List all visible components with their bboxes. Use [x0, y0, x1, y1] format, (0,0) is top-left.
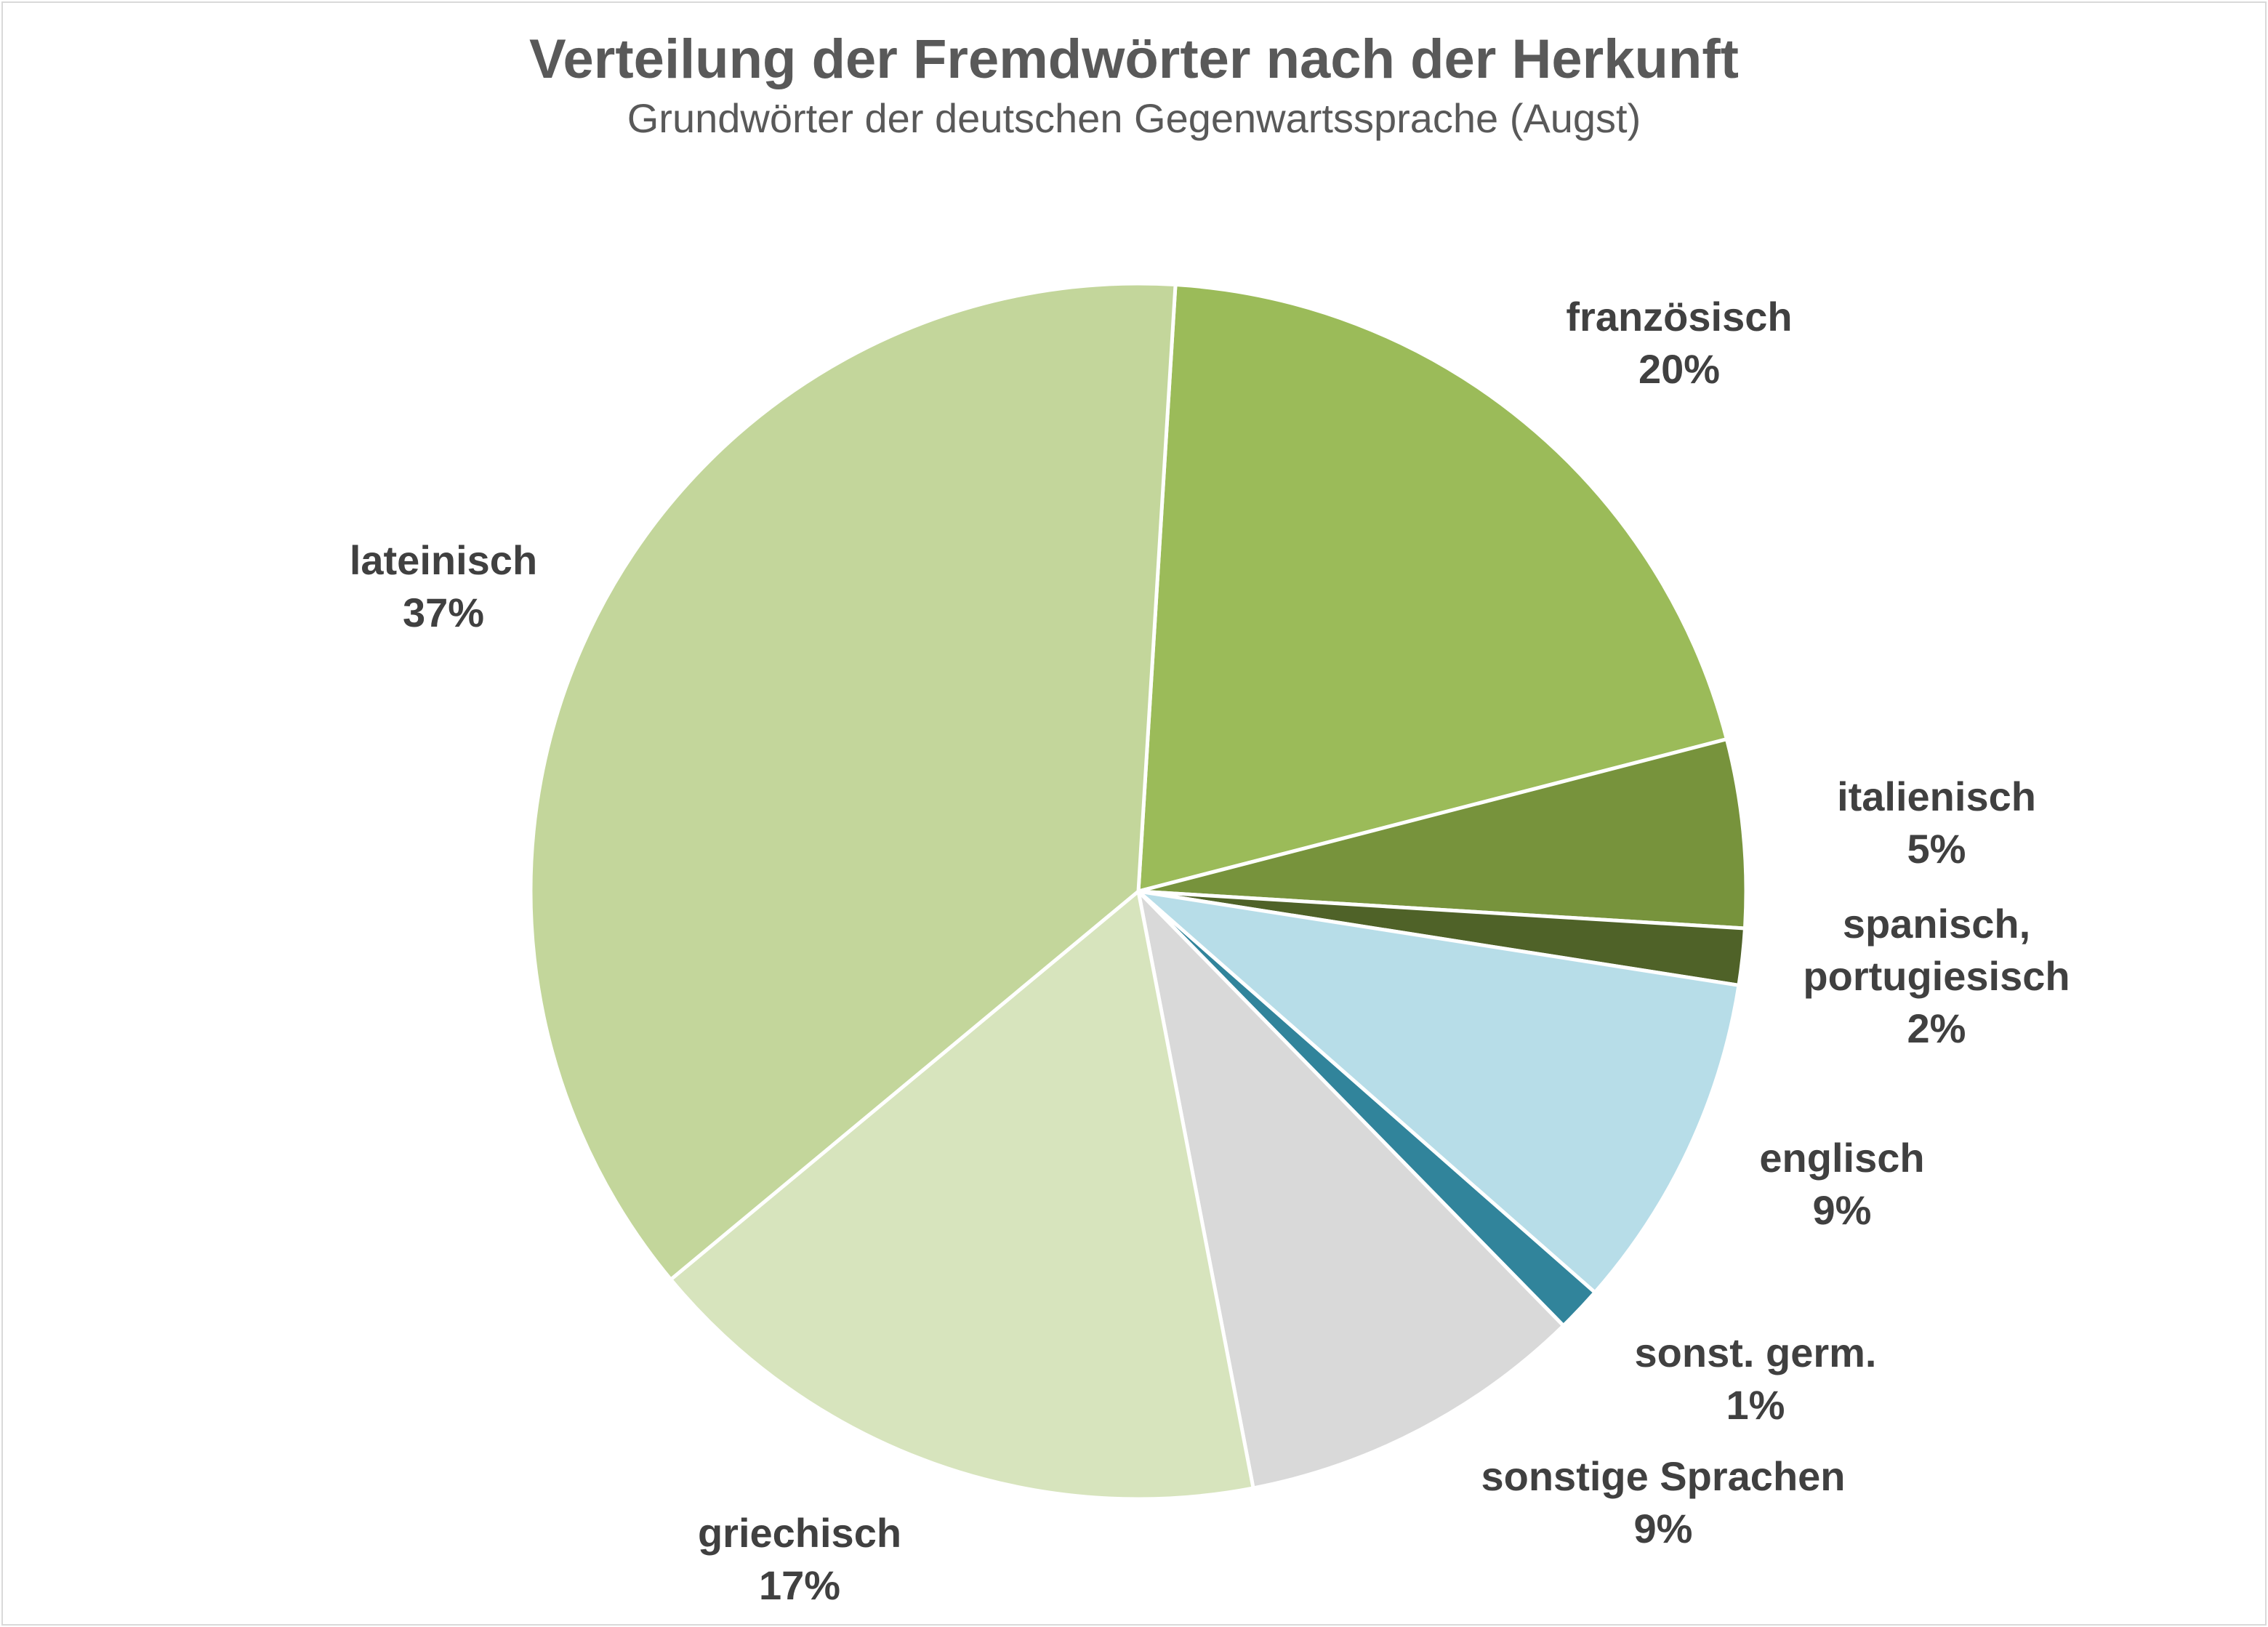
- data-label-category: englisch: [1759, 1135, 1924, 1181]
- data-label-value: 9%: [1634, 1506, 1693, 1551]
- pie-slice-franzoesisch: [1136, 283, 1729, 893]
- data-label-italienisch: italienisch 5%: [1837, 774, 2036, 872]
- pie-slice-sonstige-sprachen: [1136, 889, 1566, 1490]
- data-label-value: 37%: [403, 590, 484, 635]
- data-label-category: sonst. germ.: [1635, 1330, 1877, 1375]
- data-label-englisch: englisch 9%: [1759, 1135, 1924, 1233]
- pie-slice-griechisch: [669, 889, 1255, 1501]
- chart-subtitle: Grundwörter der deutschen Gegenwartsspra…: [627, 95, 1641, 141]
- data-label-value: 9%: [1813, 1187, 1872, 1233]
- data-label-sonst-germ: sonst. germ. 1%: [1635, 1330, 1877, 1428]
- pie-slices: [528, 281, 1748, 1501]
- pie-slice-lateinisch: [528, 281, 1178, 1282]
- data-label-category: sonstige Sprachen: [1481, 1453, 1845, 1499]
- data-label-category: italienisch: [1837, 774, 2036, 819]
- data-labels: französisch 20% italienisch 5% spanisch, port…: [350, 294, 2070, 1608]
- data-label-griechisch: griechisch 17%: [698, 1510, 901, 1608]
- data-label-value: 1%: [1726, 1382, 1785, 1428]
- data-label-category: französisch: [1566, 294, 1792, 340]
- data-label-value: 20%: [1638, 346, 1720, 392]
- data-label-category: spanisch, portugiesisch: [1803, 901, 2070, 999]
- data-label-value: 2%: [1907, 1005, 1966, 1051]
- data-label-category: lateinisch: [350, 537, 537, 583]
- data-label-value: 5%: [1907, 826, 1966, 872]
- data-label-franzoesisch: französisch 20%: [1566, 294, 1792, 392]
- data-label-sonstige-sprachen: sonstige Sprachen 9%: [1481, 1453, 1845, 1551]
- data-label-category: griechisch: [698, 1510, 901, 1556]
- pie-slice-englisch: [1136, 889, 1741, 1295]
- chart-title: Verteilung der Fremdwörter nach der Herk…: [529, 28, 1739, 90]
- data-label-value: 17%: [759, 1562, 840, 1608]
- data-label-lateinisch: lateinisch 37%: [350, 537, 537, 635]
- pie-slice-italienisch: [1136, 737, 1748, 931]
- data-label-spanisch-portugiesisch: spanisch, portugiesisch 2%: [1803, 901, 2070, 1051]
